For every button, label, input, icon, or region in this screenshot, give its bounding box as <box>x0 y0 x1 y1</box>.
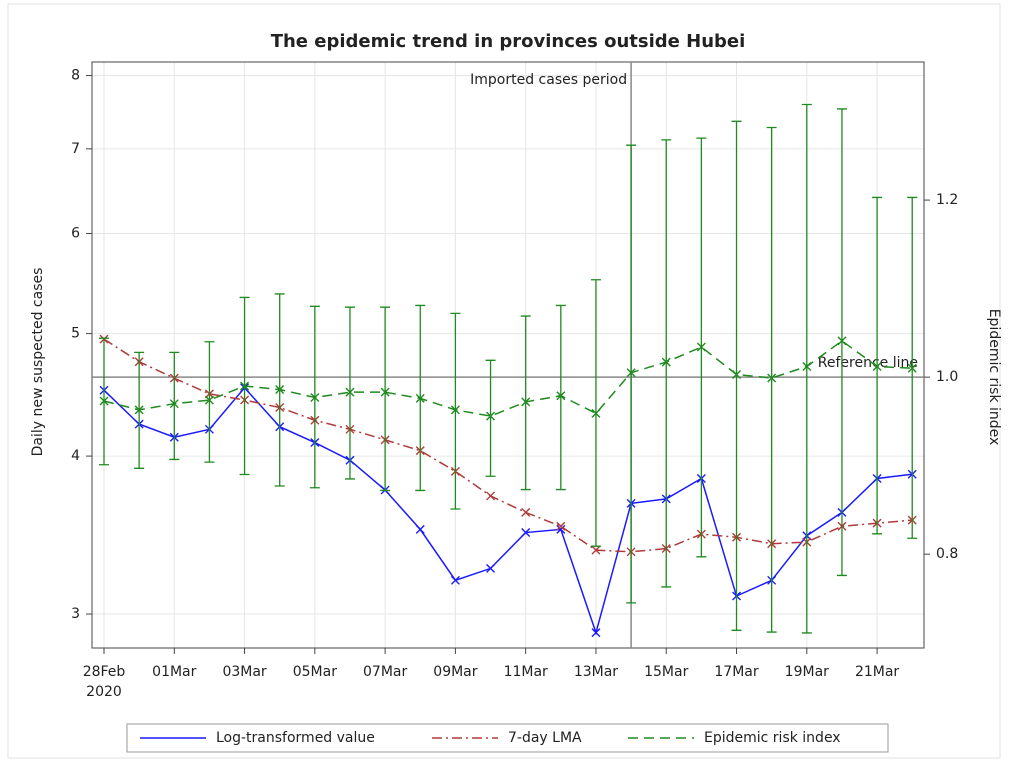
marker <box>345 387 355 397</box>
y2-tick-label: 0.8 <box>936 546 958 562</box>
marker <box>450 575 460 585</box>
y2-tick-label: 1.0 <box>936 369 958 385</box>
x-tick-label: 11Mar <box>504 664 548 680</box>
x-tick-label: 15Mar <box>644 664 688 680</box>
marker <box>486 563 496 573</box>
legend-label: 7-day LMA <box>508 730 582 746</box>
marker <box>521 507 531 517</box>
marker <box>591 408 601 418</box>
x-tick-label: 01Mar <box>152 664 196 680</box>
marker <box>486 411 496 421</box>
marker <box>872 362 882 372</box>
marker <box>521 397 531 407</box>
series-line <box>103 338 913 553</box>
error-bar <box>380 306 391 492</box>
marker <box>134 405 144 415</box>
error-bar <box>450 312 461 510</box>
x-tick-label: 19Mar <box>785 664 829 680</box>
x-tick-label: 21Mar <box>855 664 899 680</box>
error-bar <box>555 304 566 491</box>
y-axis-label: Daily new suspected cases <box>30 268 46 457</box>
marker <box>310 392 320 402</box>
marker <box>275 385 285 395</box>
x-tick-label: 09Mar <box>433 664 477 680</box>
marker <box>696 342 706 352</box>
y2-tick-label: 1.2 <box>936 192 958 208</box>
error-bar <box>766 126 777 633</box>
marker <box>556 524 566 534</box>
marker <box>521 528 531 538</box>
x-tick-label: 05Mar <box>293 664 337 680</box>
legend-label: Epidemic risk index <box>704 730 841 746</box>
error-bar <box>485 359 496 477</box>
series-line <box>103 386 913 636</box>
legend-label: Log-transformed value <box>216 730 375 746</box>
marker <box>169 399 179 409</box>
marker <box>486 491 496 501</box>
plot-area <box>91 61 925 649</box>
chart-title: The epidemic trend in provinces outside … <box>271 31 746 52</box>
marker <box>380 387 390 397</box>
marker <box>626 368 636 378</box>
marker <box>415 393 425 403</box>
marker <box>450 405 460 415</box>
x-tick-label: 17Mar <box>714 664 758 680</box>
legend <box>126 723 889 753</box>
error-bar <box>661 139 672 588</box>
x-year-label: 2020 <box>86 684 122 700</box>
error-bar <box>836 108 847 577</box>
marker <box>661 357 671 367</box>
marker <box>591 628 601 638</box>
y-tick-label: 6 <box>71 225 80 241</box>
series-line <box>103 339 913 417</box>
marker <box>767 373 777 383</box>
marker <box>99 396 109 406</box>
x-tick-label: 03Mar <box>222 664 266 680</box>
y-tick-label: 5 <box>71 326 80 342</box>
marker <box>591 545 601 555</box>
x-tick-label: 13Mar <box>574 664 618 680</box>
y-tick-label: 4 <box>71 448 80 464</box>
error-bar <box>731 120 742 631</box>
marker <box>732 369 742 379</box>
marker <box>415 524 425 534</box>
x-tick-label: 28Feb <box>83 664 126 680</box>
y-tick-label: 3 <box>71 606 80 622</box>
x-tick-label: 07Mar <box>363 664 407 680</box>
marker <box>907 363 917 373</box>
marker <box>556 391 566 401</box>
reference-label: Imported cases period <box>470 72 627 88</box>
error-bar <box>801 103 812 634</box>
y2-axis-label: Epidemic risk index <box>986 309 1002 446</box>
error-bar <box>204 341 215 463</box>
reference-label: Reference line <box>818 355 918 371</box>
y-tick-label: 8 <box>71 68 80 84</box>
frame <box>7 3 1001 759</box>
marker <box>204 395 214 405</box>
error-bar <box>626 144 637 604</box>
y-tick-label: 7 <box>71 141 80 157</box>
marker <box>556 521 566 531</box>
error-bar <box>169 351 180 461</box>
marker <box>837 336 847 346</box>
marker <box>802 362 812 372</box>
marker <box>240 381 250 391</box>
